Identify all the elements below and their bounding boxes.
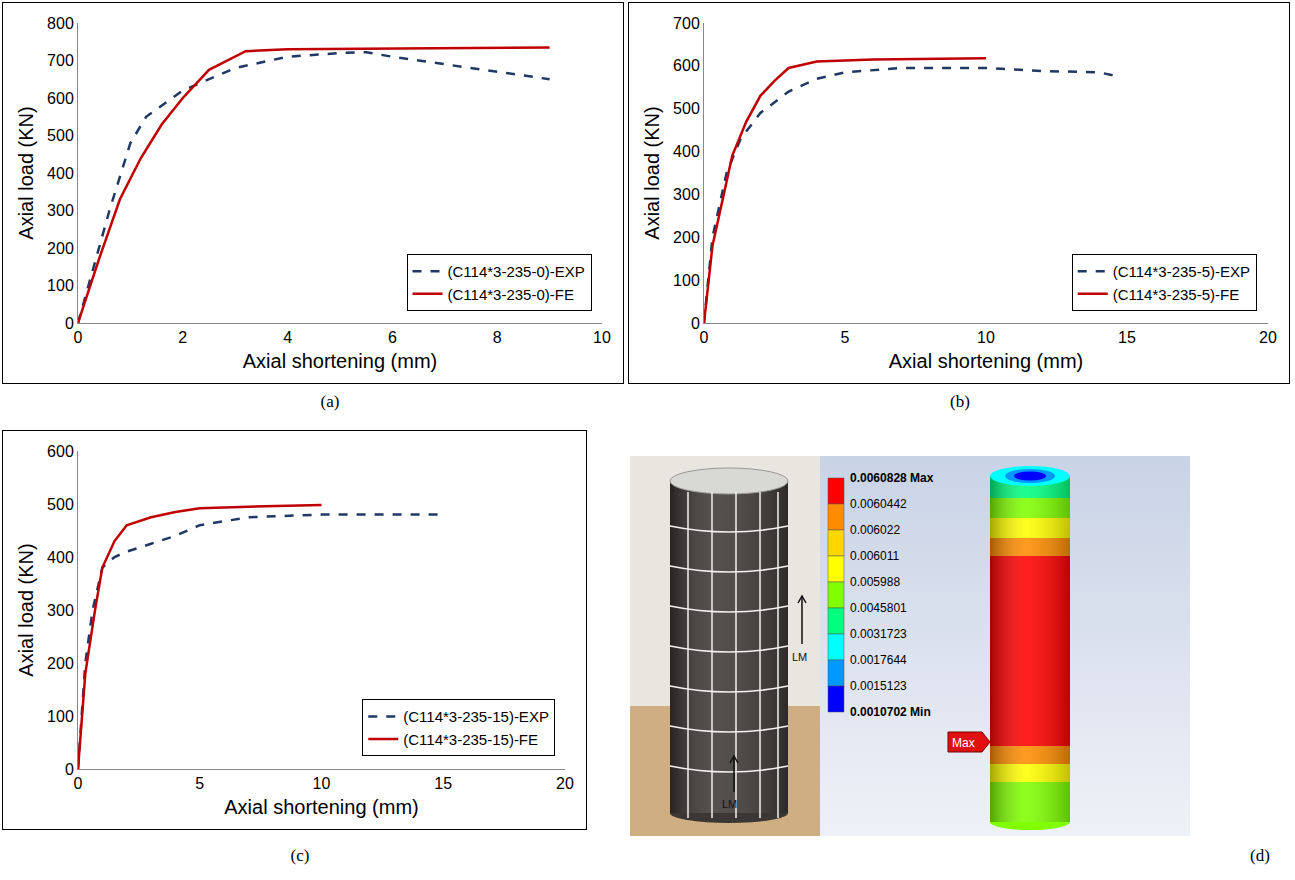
svg-text:4: 4	[283, 329, 292, 346]
svg-text:100: 100	[673, 272, 700, 289]
svg-text:400: 400	[47, 165, 74, 182]
svg-text:(C114*3-235-0)-EXP: (C114*3-235-0)-EXP	[448, 263, 585, 280]
svg-text:(C114*3-235-15)-EXP: (C114*3-235-15)-EXP	[403, 708, 549, 725]
svg-text:600: 600	[47, 443, 74, 460]
svg-text:600: 600	[673, 57, 700, 74]
svg-text:Axial load (KN): Axial load (KN)	[641, 106, 663, 239]
svg-text:0.0031723: 0.0031723	[850, 627, 907, 641]
svg-text:0.006022: 0.006022	[850, 523, 900, 537]
svg-text:LM: LM	[722, 798, 737, 810]
svg-text:300: 300	[47, 602, 74, 619]
svg-text:100: 100	[47, 277, 74, 294]
svg-text:Axial load (KN): Axial load (KN)	[15, 543, 37, 676]
svg-text:0.0060828 Max: 0.0060828 Max	[850, 471, 934, 485]
svg-text:Max: Max	[952, 736, 975, 750]
svg-text:500: 500	[47, 496, 74, 513]
svg-text:(C114*3-235-15)-FE: (C114*3-235-15)-FE	[403, 731, 538, 748]
svg-text:0.005988: 0.005988	[850, 575, 900, 589]
svg-text:10: 10	[313, 775, 331, 792]
svg-text:10: 10	[977, 329, 995, 346]
svg-text:0: 0	[74, 329, 83, 346]
svg-text:500: 500	[47, 127, 74, 144]
svg-text:300: 300	[47, 202, 74, 219]
svg-text:300: 300	[673, 186, 700, 203]
svg-text:15: 15	[434, 775, 452, 792]
svg-text:200: 200	[47, 655, 74, 672]
svg-text:(C114*3-235-5)-EXP: (C114*3-235-5)-EXP	[1113, 263, 1250, 280]
svg-text:0.0010702 Min: 0.0010702 Min	[850, 705, 931, 719]
html-text:(c): (c)	[290, 846, 310, 865]
svg-text:Axial shortening (mm): Axial shortening (mm)	[224, 796, 419, 818]
svg-text:500: 500	[673, 100, 700, 117]
svg-text:Axial shortening (mm): Axial shortening (mm)	[889, 350, 1084, 372]
svg-text:(C114*3-235-5)-FE: (C114*3-235-5)-FE	[1113, 286, 1239, 303]
svg-text:20: 20	[1259, 329, 1277, 346]
svg-text:0.0045801: 0.0045801	[850, 601, 907, 615]
html-text:(d): (d)	[1250, 846, 1270, 865]
svg-text:100: 100	[47, 708, 74, 725]
html-text:(b): (b)	[950, 392, 970, 411]
svg-text:8: 8	[493, 329, 502, 346]
svg-text:600: 600	[47, 90, 74, 107]
html-text:(a): (a)	[320, 392, 340, 411]
svg-text:0.0060442: 0.0060442	[850, 497, 907, 511]
svg-text:800: 800	[47, 15, 74, 32]
svg-text:0: 0	[65, 761, 74, 778]
svg-text:0: 0	[700, 329, 709, 346]
svg-text:15: 15	[1118, 329, 1136, 346]
svg-text:400: 400	[673, 143, 700, 160]
svg-text:200: 200	[47, 240, 74, 257]
svg-text:5: 5	[841, 329, 850, 346]
svg-text:0.006011: 0.006011	[850, 549, 899, 563]
svg-text:0: 0	[74, 775, 83, 792]
svg-text:LM: LM	[792, 651, 807, 663]
svg-text:Axial shortening (mm): Axial shortening (mm)	[243, 350, 438, 372]
svg-text:700: 700	[47, 52, 74, 69]
svg-text:700: 700	[673, 15, 700, 32]
svg-text:0.0017644: 0.0017644	[850, 653, 907, 667]
svg-text:10: 10	[593, 329, 611, 346]
svg-text:5: 5	[195, 775, 204, 792]
svg-text:6: 6	[388, 329, 397, 346]
svg-text:20: 20	[556, 775, 574, 792]
svg-text:(C114*3-235-0)-FE: (C114*3-235-0)-FE	[448, 286, 574, 303]
svg-text:0: 0	[691, 315, 700, 332]
svg-text:200: 200	[673, 229, 700, 246]
svg-text:0: 0	[65, 315, 74, 332]
svg-text:Axial load (KN): Axial load (KN)	[15, 106, 37, 239]
svg-text:0.0015123: 0.0015123	[850, 679, 907, 693]
svg-text:2: 2	[178, 329, 187, 346]
svg-text:400: 400	[47, 549, 74, 566]
